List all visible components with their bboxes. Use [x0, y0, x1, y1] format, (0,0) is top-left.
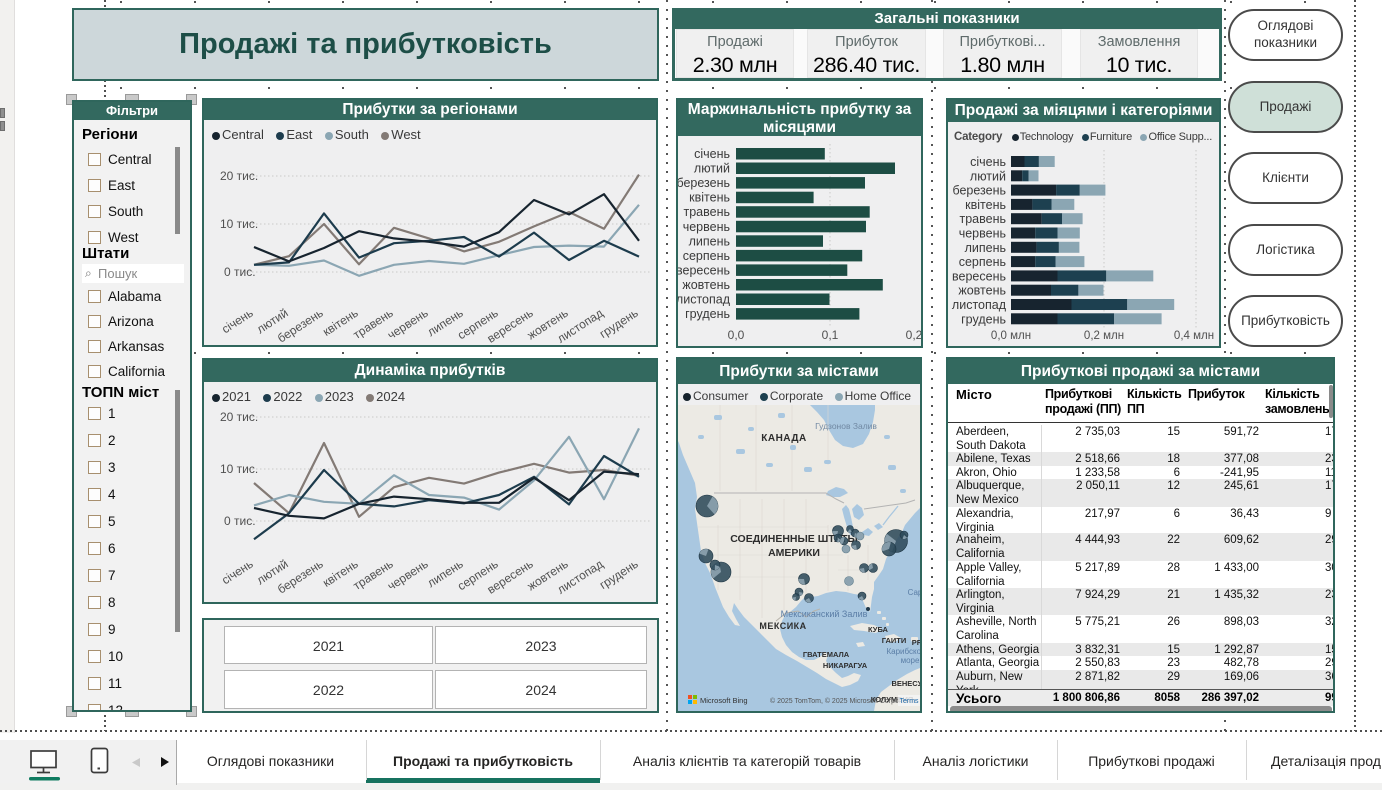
- svg-text:березень: березень: [678, 176, 730, 190]
- svg-text:травень: травень: [684, 205, 731, 219]
- svg-text:січень: січень: [970, 155, 1006, 169]
- svg-text:січень: січень: [219, 306, 256, 337]
- svg-text:червень: червень: [385, 557, 431, 593]
- svg-text:жовтень: жовтень: [958, 284, 1006, 298]
- svg-text:січень: січень: [219, 557, 256, 588]
- svg-text:10 тис.: 10 тис.: [220, 462, 258, 476]
- svg-text:грудень: грудень: [597, 557, 641, 592]
- svg-text:0,2 млн: 0,2 млн: [1084, 330, 1124, 342]
- svg-text:море: море: [901, 656, 920, 665]
- svg-text:КОЛУМБИЯ: КОЛУМБИЯ: [871, 695, 914, 704]
- svg-text:0,0 млн: 0,0 млн: [991, 330, 1031, 342]
- svg-text:0,4 млн: 0,4 млн: [1174, 330, 1214, 342]
- svg-text:0 тис.: 0 тис.: [224, 265, 256, 279]
- svg-text:МЕКСИКА: МЕКСИКА: [759, 621, 806, 631]
- svg-text:квітень: квітень: [689, 191, 730, 205]
- svg-text:серпень: серпень: [683, 249, 730, 263]
- svg-text:Terms: Terms: [899, 698, 919, 705]
- svg-text:грудень: грудень: [685, 307, 730, 321]
- svg-text:10 тис.: 10 тис.: [220, 217, 258, 231]
- svg-text:Сар: Сар: [908, 588, 920, 597]
- svg-text:лютий: лютий: [694, 162, 730, 176]
- svg-text:ГВАТЕМАЛА: ГВАТЕМАЛА: [803, 650, 850, 659]
- svg-text:квітень: квітень: [965, 198, 1006, 212]
- svg-text:Microsoft Bing: Microsoft Bing: [700, 696, 748, 705]
- svg-text:СОЕДИНЕННЫЕ ШТАТЫ: СОЕДИНЕННЫЕ ШТАТЫ: [730, 533, 858, 545]
- svg-text:січень: січень: [694, 147, 730, 161]
- svg-text:© 2025 TomTom, © 2025 Microsof: © 2025 TomTom, © 2025 Microsoft Corporat…: [770, 697, 916, 705]
- svg-text:КУБА: КУБА: [868, 625, 889, 634]
- svg-text:лютий: лютий: [970, 169, 1006, 183]
- svg-text:0,2: 0,2: [906, 328, 921, 342]
- svg-text:0 тис.: 0 тис.: [224, 514, 256, 528]
- svg-text:Мексиканский Залив: Мексиканский Залив: [781, 609, 868, 619]
- svg-text:червень: червень: [959, 227, 1006, 241]
- svg-text:грудень: грудень: [961, 312, 1006, 326]
- svg-text:PR: PR: [912, 638, 920, 647]
- svg-text:березень: березень: [952, 184, 1006, 198]
- svg-text:НИКАРАГУА: НИКАРАГУА: [823, 661, 868, 670]
- svg-text:листопад: листопад: [952, 298, 1007, 312]
- svg-text:жовтень: жовтень: [682, 278, 730, 292]
- svg-text:липень: липень: [689, 234, 730, 248]
- svg-text:КАНАДА: КАНАДА: [761, 433, 807, 444]
- svg-text:липень: липень: [965, 241, 1006, 255]
- svg-text:20 тис.: 20 тис.: [220, 169, 258, 183]
- svg-text:листопад: листопад: [678, 293, 731, 307]
- svg-text:ВЕНЕСУЭЛ: ВЕНЕСУЭЛ: [891, 679, 920, 688]
- svg-text:серпень: серпень: [959, 255, 1006, 269]
- svg-text:червень: червень: [683, 220, 730, 234]
- svg-text:грудень: грудень: [597, 306, 641, 341]
- svg-text:20 тис.: 20 тис.: [220, 410, 258, 424]
- svg-text:вересень: вересень: [952, 269, 1006, 283]
- svg-text:Гудзонов Залив: Гудзонов Залив: [815, 421, 877, 431]
- svg-text:травень: травень: [960, 212, 1007, 226]
- svg-text:АМЕРИКИ: АМЕРИКИ: [768, 547, 820, 559]
- svg-text:ГАИТИ: ГАИТИ: [882, 636, 907, 645]
- svg-text:вересень: вересень: [678, 263, 730, 277]
- svg-text:0,1: 0,1: [822, 328, 839, 342]
- svg-text:Карибское: Карибское: [886, 647, 920, 656]
- svg-text:червень: червень: [385, 306, 431, 342]
- svg-text:0,0: 0,0: [728, 328, 745, 342]
